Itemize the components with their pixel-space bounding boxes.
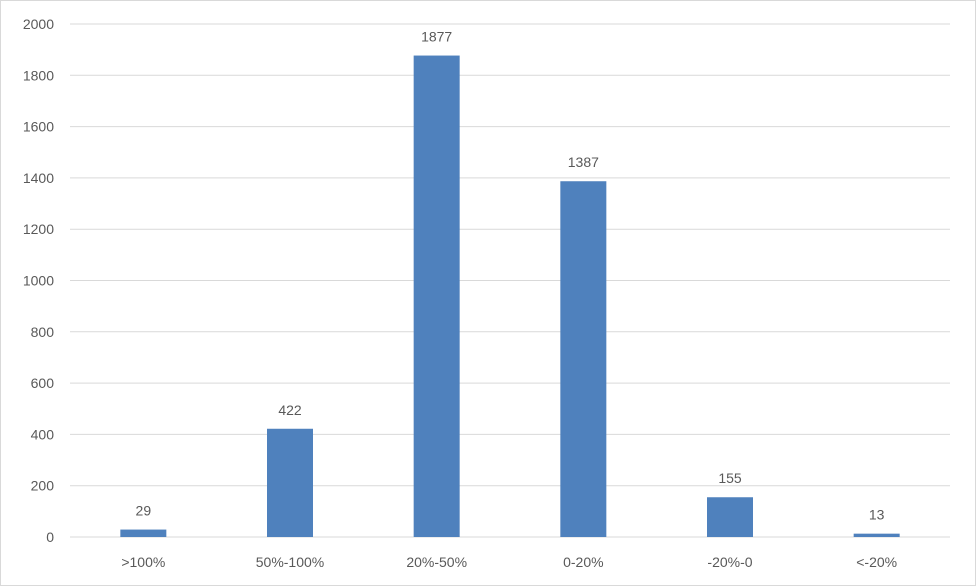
y-tick-label: 0 [46,529,54,545]
x-tick-label: 50%-100% [256,554,325,570]
bar [267,428,313,537]
y-tick-label: 200 [31,478,55,494]
data-label: 1877 [421,29,452,45]
data-label: 422 [278,402,302,418]
x-tick-label: >100% [121,554,165,570]
y-tick-label: 800 [31,324,55,340]
data-label: 155 [718,470,742,486]
x-tick-label: 0-20% [563,554,603,570]
y-tick-label: 2000 [23,16,54,32]
data-label: 1387 [568,154,599,170]
bar [853,533,900,537]
bar [707,497,753,537]
y-tick-label: 1400 [23,170,54,186]
data-label: 29 [136,503,152,519]
bar [413,55,460,537]
y-tick-label: 1600 [23,119,54,135]
bar [120,529,167,537]
x-tick-label: -20%-0 [707,554,752,570]
x-tick-label: 20%-50% [406,554,467,570]
y-tick-label: 600 [31,375,55,391]
y-tick-label: 1800 [23,67,54,83]
x-tick-label: <-20% [856,554,897,570]
y-tick-label: 1000 [23,273,54,289]
data-label: 13 [869,507,885,523]
y-tick-label: 1200 [23,221,54,237]
bar [560,181,607,537]
y-tick-label: 400 [31,426,55,442]
